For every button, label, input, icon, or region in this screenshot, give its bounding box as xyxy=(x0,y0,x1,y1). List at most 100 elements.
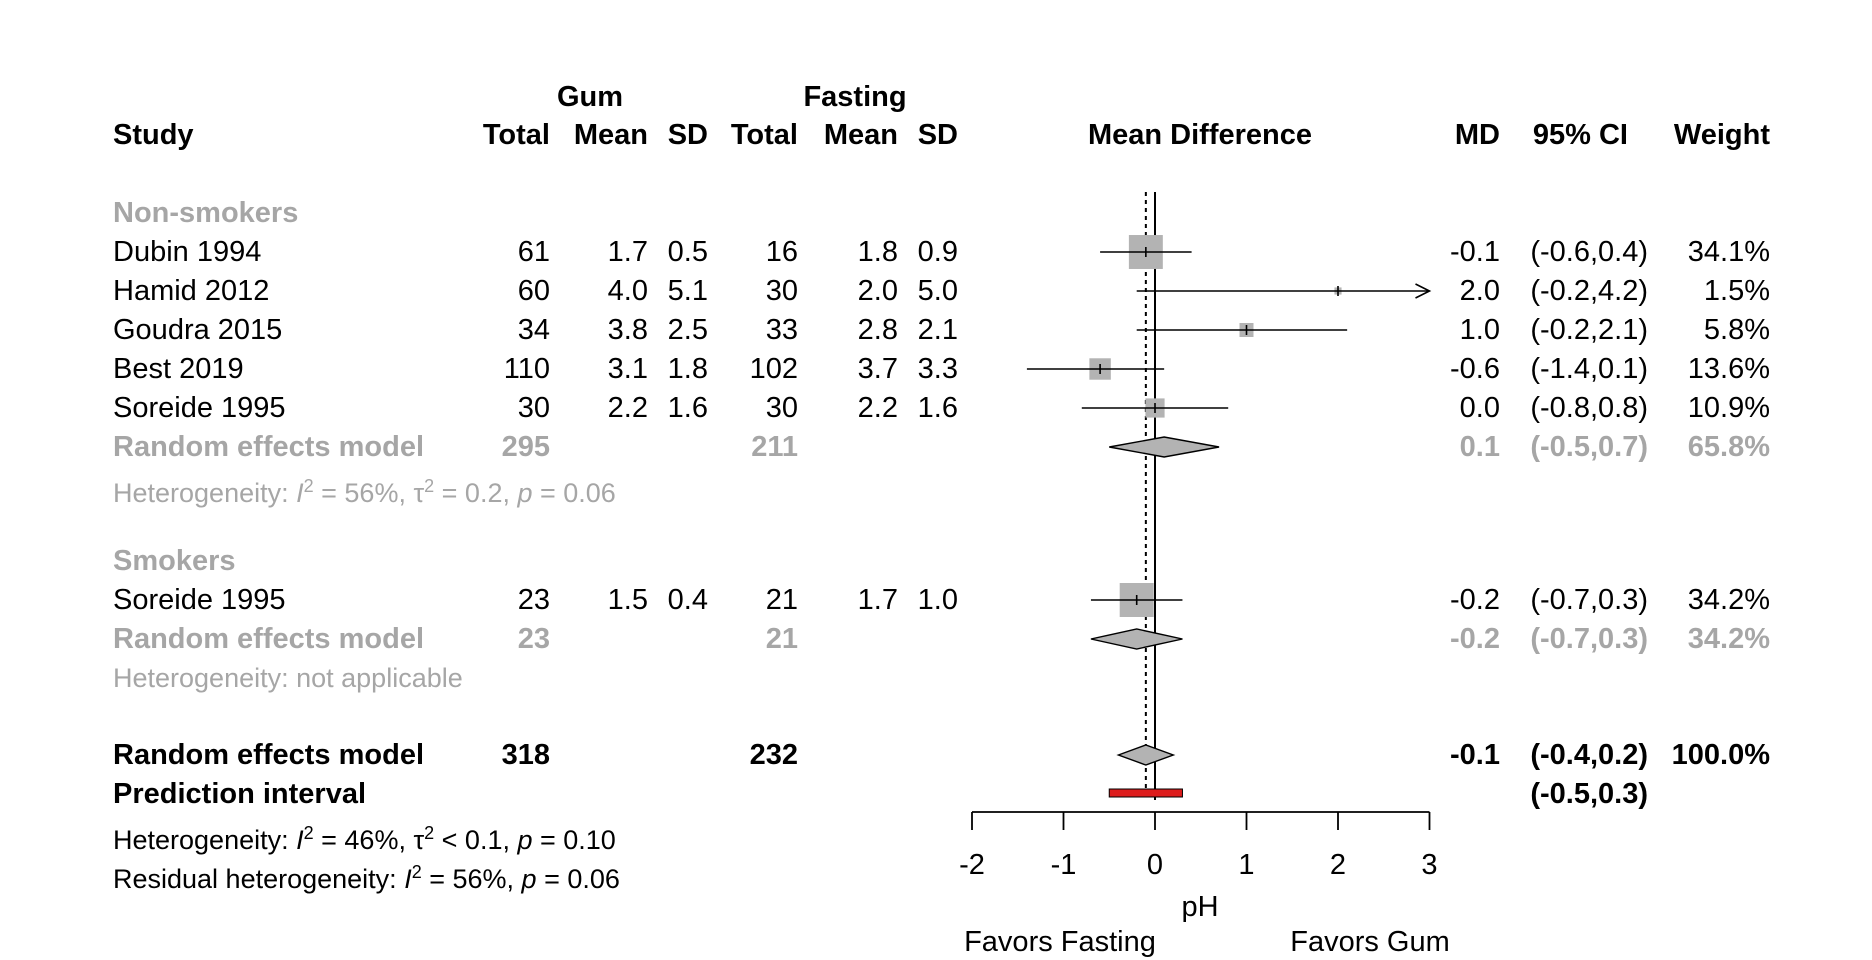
x-tick-label: 3 xyxy=(1421,849,1438,881)
md-cell: 2.0 xyxy=(1459,275,1500,307)
study-name: Dubin 1994 xyxy=(113,236,262,268)
md-cell: -0.2 xyxy=(1450,623,1500,655)
prediction-interval-bar xyxy=(1108,788,1183,798)
md-cell: 0.1 xyxy=(1459,431,1500,463)
sd1-cell: 5.1 xyxy=(667,275,708,307)
ci-cell: (-0.8,0.8) xyxy=(1530,392,1648,424)
x-tick-label: 1 xyxy=(1238,849,1255,881)
ci-cell: (-0.5,0.7) xyxy=(1530,431,1648,463)
total1-cell: 23 xyxy=(517,584,550,616)
x-tick-label: 2 xyxy=(1329,849,1347,881)
total1-cell: 318 xyxy=(501,739,550,771)
study-name: Soreide 1995 xyxy=(113,392,286,424)
total1-cell: 23 xyxy=(517,623,550,655)
sd1-cell: 0.5 xyxy=(667,236,708,268)
favors-left-label: Favors Fasting xyxy=(964,926,1156,958)
mean2-cell: 2.8 xyxy=(857,314,898,346)
weight-cell: 34.2% xyxy=(1687,623,1770,655)
prediction-ci: (-0.5,0.3) xyxy=(1530,778,1648,810)
model-label: Random effects model xyxy=(113,431,424,463)
residual-heterogeneity-text: Residual heterogeneity: I2 = 56%, p = 0.… xyxy=(113,862,620,894)
sd2-cell: 1.6 xyxy=(917,392,958,424)
ci-header: 95% CI xyxy=(1532,119,1628,151)
total1-cell: 30 xyxy=(517,392,550,424)
total1-cell: 60 xyxy=(517,275,550,307)
total1-cell: 61 xyxy=(517,236,550,268)
ci-cell: (-0.2,4.2) xyxy=(1530,275,1648,307)
md-cell: -0.1 xyxy=(1450,739,1500,771)
md-cell: -0.6 xyxy=(1450,353,1500,385)
x-axis-label: pH xyxy=(1181,891,1219,923)
mean2-cell: 2.0 xyxy=(857,275,898,307)
prediction-label: Prediction interval xyxy=(113,778,367,810)
weight-cell: 1.5% xyxy=(1703,275,1770,307)
weight-header: Weight xyxy=(1673,119,1770,151)
study-name: Soreide 1995 xyxy=(113,584,286,616)
subgroup-diamond xyxy=(1109,436,1220,458)
weight-cell: 34.1% xyxy=(1687,236,1770,268)
total2-cell: 21 xyxy=(765,584,798,616)
total2-cell: 16 xyxy=(765,236,798,268)
x-tick-label: -1 xyxy=(1050,849,1077,881)
md-header: MD xyxy=(1454,119,1500,151)
mean1-cell: 1.7 xyxy=(607,236,648,268)
weight-cell: 100.0% xyxy=(1671,739,1770,771)
mean2-cell: 1.7 xyxy=(857,584,898,616)
ci-cell: (-0.7,0.3) xyxy=(1530,584,1648,616)
sd1-cell: 2.5 xyxy=(667,314,708,346)
study-name: Hamid 2012 xyxy=(113,275,270,307)
md-cell: -0.1 xyxy=(1450,236,1500,268)
mean1-cell: 3.1 xyxy=(607,353,648,385)
subgroup-label: Non-smokers xyxy=(113,197,299,229)
sd1-header: SD xyxy=(667,119,708,151)
mean1-cell: 1.5 xyxy=(607,584,648,616)
sd1-cell: 1.6 xyxy=(667,392,708,424)
group-gum-header: Gum xyxy=(556,81,624,113)
mean2-cell: 1.8 xyxy=(857,236,898,268)
md-cell: 1.0 xyxy=(1459,314,1500,346)
sd2-cell: 3.3 xyxy=(917,353,958,385)
subgroup-diamond xyxy=(1090,628,1183,650)
ci-cell: (-0.2,2.1) xyxy=(1530,314,1648,346)
study-name: Best 2019 xyxy=(113,353,244,385)
weight-cell: 65.8% xyxy=(1687,431,1770,463)
sd2-cell: 2.1 xyxy=(917,314,958,346)
total2-cell: 30 xyxy=(765,275,798,307)
sd1-cell: 1.8 xyxy=(667,353,708,385)
heterogeneity-text: Heterogeneity: I2 = 56%, τ2 = 0.2, p = 0… xyxy=(113,476,616,508)
md-cell: 0.0 xyxy=(1459,392,1500,424)
total2-header: Total xyxy=(730,119,798,151)
total2-cell: 30 xyxy=(765,392,798,424)
total2-cell: 33 xyxy=(765,314,798,346)
study-header: Study xyxy=(113,119,194,151)
ci-cell: (-0.4,0.2) xyxy=(1530,739,1648,771)
x-tick-label: -2 xyxy=(959,849,985,881)
favors-right-label: Favors Gum xyxy=(1290,926,1450,958)
weight-cell: 34.2% xyxy=(1687,584,1770,616)
mean1-cell: 2.2 xyxy=(607,392,648,424)
overall-diamond xyxy=(1116,744,1176,766)
mean2-cell: 2.2 xyxy=(857,392,898,424)
weight-cell: 10.9% xyxy=(1687,392,1770,424)
x-tick-label: 0 xyxy=(1146,849,1164,881)
total1-cell: 34 xyxy=(517,314,550,346)
sd2-cell: 0.9 xyxy=(917,236,958,268)
total2-cell: 232 xyxy=(749,739,798,771)
weight-cell: 5.8% xyxy=(1703,314,1770,346)
ci-cell: (-0.6,0.4) xyxy=(1530,236,1648,268)
study-name: Goudra 2015 xyxy=(113,314,283,346)
mean2-cell: 3.7 xyxy=(857,353,898,385)
model-label: Random effects model xyxy=(113,739,424,771)
model-label: Random effects model xyxy=(113,623,424,655)
weight-cell: 13.6% xyxy=(1687,353,1770,385)
total2-cell: 211 xyxy=(751,431,798,463)
sd2-header: SD xyxy=(917,119,958,151)
mean1-cell: 3.8 xyxy=(607,314,648,346)
mean2-header: Mean xyxy=(823,119,898,151)
sd1-cell: 0.4 xyxy=(667,584,708,616)
total1-cell: 295 xyxy=(501,431,550,463)
total1-cell: 110 xyxy=(503,353,550,385)
overall-heterogeneity-text: Heterogeneity: I2 = 46%, τ2 < 0.1, p = 0… xyxy=(113,823,616,855)
